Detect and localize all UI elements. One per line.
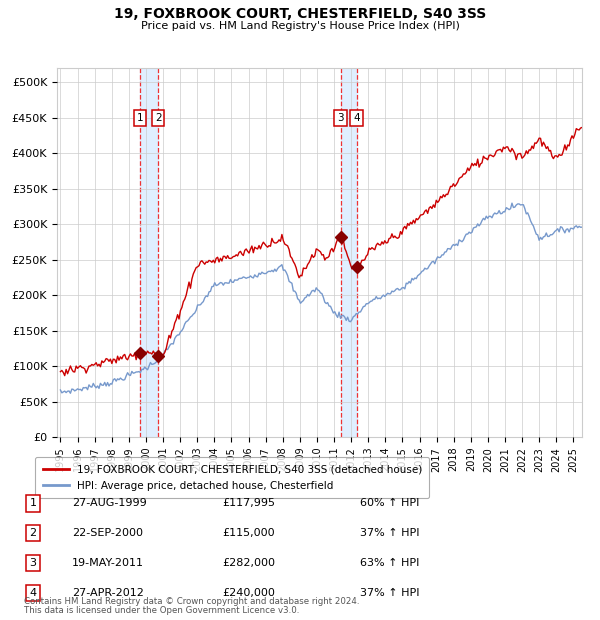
- Text: 4: 4: [29, 588, 37, 598]
- Text: 2: 2: [29, 528, 37, 538]
- Text: 19, FOXBROOK COURT, CHESTERFIELD, S40 3SS: 19, FOXBROOK COURT, CHESTERFIELD, S40 3S…: [114, 7, 486, 22]
- Text: 60% ↑ HPI: 60% ↑ HPI: [360, 498, 419, 508]
- Text: 27-APR-2012: 27-APR-2012: [72, 588, 144, 598]
- Text: 1: 1: [29, 498, 37, 508]
- Text: 63% ↑ HPI: 63% ↑ HPI: [360, 558, 419, 568]
- Text: 19-MAY-2011: 19-MAY-2011: [72, 558, 144, 568]
- Text: 3: 3: [337, 113, 344, 123]
- Text: £282,000: £282,000: [222, 558, 275, 568]
- Bar: [140, 68, 158, 437]
- Text: 37% ↑ HPI: 37% ↑ HPI: [360, 588, 419, 598]
- Text: Price paid vs. HM Land Registry's House Price Index (HPI): Price paid vs. HM Land Registry's House …: [140, 21, 460, 31]
- Text: 27-AUG-1999: 27-AUG-1999: [72, 498, 147, 508]
- Text: This data is licensed under the Open Government Licence v3.0.: This data is licensed under the Open Gov…: [24, 606, 299, 615]
- Legend: 19, FOXBROOK COURT, CHESTERFIELD, S40 3SS (detached house), HPI: Average price, : 19, FOXBROOK COURT, CHESTERFIELD, S40 3S…: [35, 458, 430, 498]
- Text: 37% ↑ HPI: 37% ↑ HPI: [360, 528, 419, 538]
- Text: 1: 1: [137, 113, 143, 123]
- Text: 4: 4: [353, 113, 360, 123]
- Text: £117,995: £117,995: [222, 498, 275, 508]
- Text: 3: 3: [29, 558, 37, 568]
- Text: £115,000: £115,000: [222, 528, 275, 538]
- Text: 22-SEP-2000: 22-SEP-2000: [72, 528, 143, 538]
- Bar: [341, 68, 356, 437]
- Text: Contains HM Land Registry data © Crown copyright and database right 2024.: Contains HM Land Registry data © Crown c…: [24, 597, 359, 606]
- Text: £240,000: £240,000: [222, 588, 275, 598]
- Text: 2: 2: [155, 113, 161, 123]
